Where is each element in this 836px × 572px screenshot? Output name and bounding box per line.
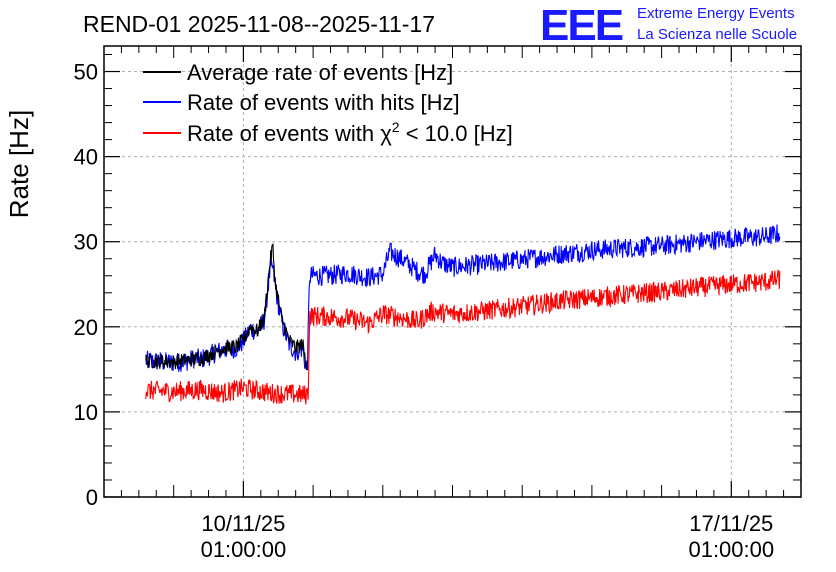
legend-label-average: Average rate of events [Hz] (187, 60, 453, 85)
legend-item-chi2: Rate of events with χ2 < 10.0 [Hz] (143, 119, 513, 146)
eee-logo-line2: La Scienza nelle Scuole (637, 26, 797, 43)
x-tick-label-time: 01:00:00 (688, 537, 774, 562)
y-tick-label: 20 (74, 315, 98, 340)
x-tick-label-time: 01:00:00 (201, 537, 287, 562)
y-tick-label: 0 (86, 485, 98, 510)
series-layer (145, 224, 781, 405)
y-tick-label: 40 (74, 145, 98, 170)
series-line-1 (145, 224, 781, 372)
eee-logo-line1: Extreme Energy Events (637, 5, 795, 22)
eee-logo: EEE Extreme Energy Events La Scienza nel… (540, 1, 797, 50)
y-tick-label: 30 (74, 230, 98, 255)
eee-logo-mark: EEE (540, 1, 623, 50)
y-axis-label: Rate [Hz] (4, 110, 34, 218)
series-line-0 (145, 243, 308, 371)
chart-title: REND-01 2025-11-08--2025-11-17 (83, 11, 435, 37)
y-tick-label: 10 (74, 400, 98, 425)
legend-item-average: Average rate of events [Hz] (143, 60, 453, 85)
legend-item-hits: Rate of events with hits [Hz] (143, 90, 460, 115)
x-tick-label-date: 10/11/25 (201, 511, 285, 536)
legend-label-chi2: Rate of events with χ2 < 10.0 [Hz] (187, 119, 513, 146)
grid (104, 46, 801, 497)
legend-label-hits: Rate of events with hits [Hz] (187, 90, 460, 115)
legend: Average rate of events [Hz] Rate of even… (143, 60, 513, 146)
y-tick-label: 50 (74, 60, 98, 85)
axis-ticks: 0102030405010/11/2501:00:0017/11/2501:00… (74, 46, 801, 562)
series-line-2 (145, 269, 781, 405)
x-tick-label-date: 17/11/25 (689, 511, 773, 536)
